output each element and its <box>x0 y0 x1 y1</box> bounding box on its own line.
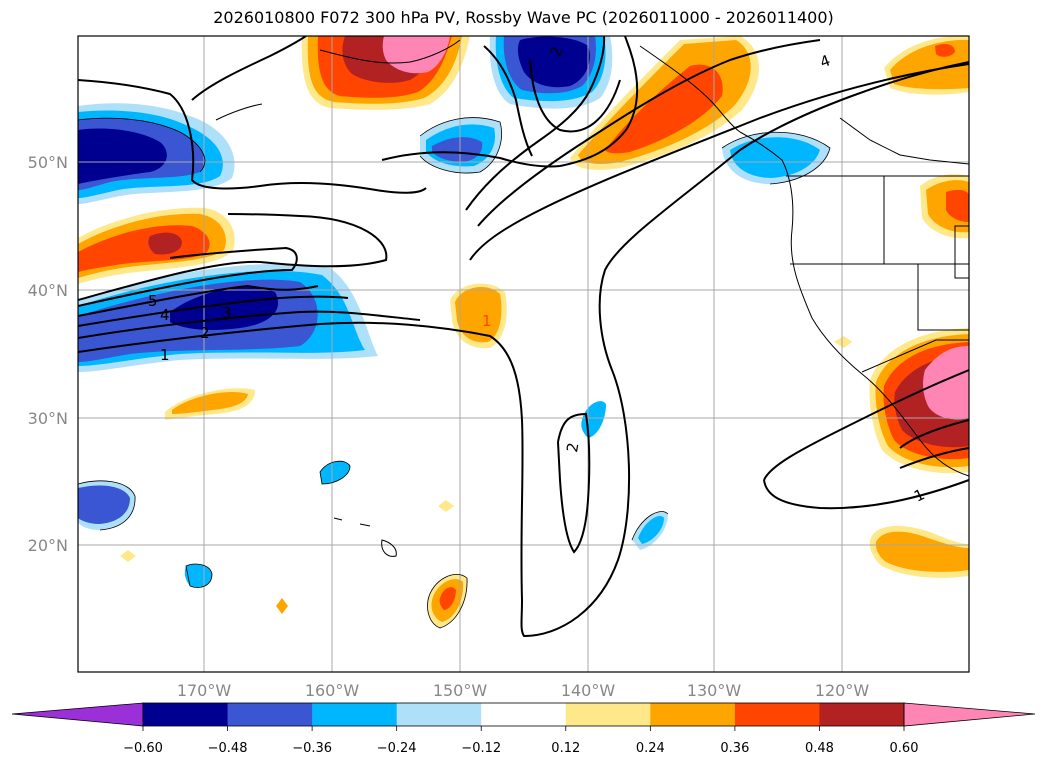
longitude-labels: 170°W 160°W 150°W 140°W 130°W 120°W <box>177 681 870 700</box>
coastlines <box>215 39 969 557</box>
contour-labels: 5 4 3 2 1 2 1 1 2 4 <box>148 44 927 506</box>
colorbar-cell <box>650 703 736 726</box>
positive-anomaly-fills <box>78 36 969 628</box>
map-border <box>77 35 970 673</box>
colorbar-cell <box>396 703 482 726</box>
graticule <box>78 36 969 672</box>
pv-contours <box>78 36 969 638</box>
lon-label: 160°W <box>305 681 360 700</box>
colorbar-cell <box>143 703 229 726</box>
colorbar-cell <box>481 703 567 726</box>
colorbar: −0.60 −0.48 −0.36 −0.24 −0.12 0.12 0.24 0.36 0.4… <box>11 702 1036 756</box>
lon-label: 140°W <box>561 681 616 700</box>
colorbar-tick-label: −0.36 <box>292 741 332 756</box>
contour-label: 2 <box>563 441 582 454</box>
colorbar-tick-label: 0.60 <box>890 741 919 756</box>
colorbar-ticks: −0.60 −0.48 −0.36 −0.24 −0.12 0.12 0.24 0.36 0.4… <box>123 726 918 756</box>
colorbar-tick-label: 0.36 <box>720 741 749 756</box>
lon-label: 130°W <box>687 681 742 700</box>
colorbar-tick-label: −0.48 <box>208 741 248 756</box>
negative-anomaly-fills <box>78 36 830 588</box>
lat-label: 50°N <box>28 153 68 172</box>
colorbar-left-extension <box>11 702 144 727</box>
contour-label: 2 <box>200 324 210 342</box>
colorbar-cell <box>819 703 905 726</box>
colorbar-cell <box>734 703 820 726</box>
anomaly-outlines <box>78 117 831 629</box>
colorbar-cells <box>143 703 905 726</box>
colorbar-tick-label: 0.12 <box>551 741 580 756</box>
latitude-labels: 50°N 40°N 30°N 20°N <box>28 153 68 555</box>
contour-label: 1 <box>482 312 492 330</box>
contour-label: 3 <box>222 304 232 322</box>
map-content: 5 4 3 2 1 2 1 1 2 4 <box>78 36 969 672</box>
colorbar-cell <box>227 703 313 726</box>
colorbar-cell <box>565 703 651 726</box>
colorbar-tick-label: 0.24 <box>636 741 665 756</box>
lon-label: 170°W <box>177 681 232 700</box>
colorbar-right-extension <box>903 702 1036 727</box>
colorbar-tick-label: −0.24 <box>377 741 417 756</box>
contour-label: 1 <box>160 346 170 364</box>
lat-label: 20°N <box>28 536 68 555</box>
contour-label: 5 <box>148 292 158 310</box>
map-title: 2026010800 F072 300 hPa PV, Rossby Wave … <box>213 8 834 27</box>
contour-label: 4 <box>160 306 170 324</box>
colorbar-cell <box>312 703 398 726</box>
colorbar-tick-label: −0.60 <box>123 741 163 756</box>
lat-label: 40°N <box>28 281 68 300</box>
colorbar-tick-label: −0.12 <box>461 741 501 756</box>
lon-label: 150°W <box>433 681 488 700</box>
colorbar-tick-label: 0.48 <box>805 741 834 756</box>
lat-label: 30°N <box>28 409 68 428</box>
lon-label: 120°W <box>815 681 870 700</box>
